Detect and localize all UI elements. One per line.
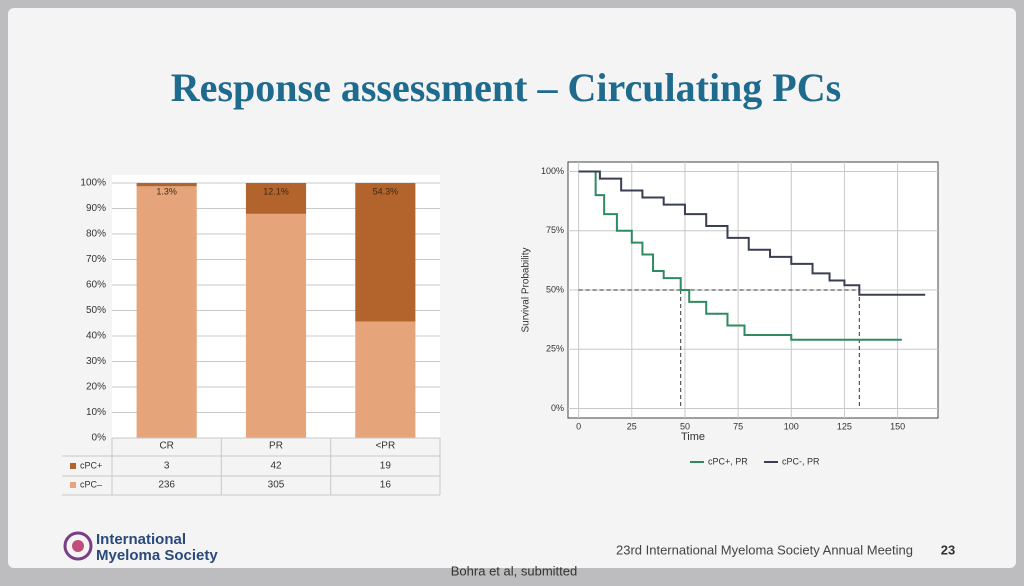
survival-curve: [578, 170, 902, 341]
x-tick-label: 125: [837, 421, 852, 431]
y-tick-label: 40%: [86, 331, 106, 342]
logo-text: International: [96, 531, 186, 548]
table-header: CR: [159, 441, 173, 452]
bar-segment: [245, 183, 307, 214]
data-label: 1.3%: [156, 186, 177, 196]
table-header: <PR: [375, 441, 395, 452]
y-tick-label: 25%: [546, 344, 564, 354]
y-tick-label: 10%: [86, 407, 106, 418]
y-tick-label: 50%: [86, 305, 106, 316]
logo-ring: [63, 531, 93, 561]
y-tick-label: 70%: [86, 254, 106, 265]
table-cell: 3: [164, 461, 170, 472]
legend-label: cPC+, PR: [708, 456, 748, 466]
slide-title: Response assessment – Circulating PCs: [171, 65, 841, 110]
x-tick-label: 75: [733, 421, 743, 431]
x-tick-label: 50: [680, 421, 690, 431]
x-tick-label: 0: [576, 421, 581, 431]
x-tick-label: 100: [784, 421, 799, 431]
bar-segment: [355, 183, 416, 322]
bar-segment: [136, 186, 197, 438]
data-label: 54.3%: [373, 186, 399, 196]
logo: International Myeloma Society: [63, 531, 218, 564]
table-cell: 19: [380, 461, 392, 472]
x-tick-label: 25: [627, 421, 637, 431]
y-tick-label: 50%: [546, 284, 564, 294]
bar-segment: [355, 321, 416, 438]
table-header: PR: [269, 441, 283, 452]
x-tick-label: 150: [890, 421, 905, 431]
y-tick-label: 100%: [541, 166, 564, 176]
bar-segment: [136, 183, 197, 187]
citation: Bohra et al, submitted: [451, 563, 577, 578]
y-tick-label: 80%: [86, 229, 106, 240]
footer-meeting: 23rd International Myeloma Society Annua…: [616, 542, 913, 557]
x-axis-label: Time: [681, 431, 705, 443]
survival-curve: [578, 170, 926, 296]
y-axis-label: Survival Probability: [521, 247, 532, 332]
y-tick-label: 90%: [86, 203, 106, 214]
y-tick-label: 30%: [86, 356, 106, 367]
y-tick-label: 100%: [80, 178, 106, 189]
legend-label: cPC–: [80, 479, 102, 489]
y-tick-label: 20%: [86, 382, 106, 393]
legend-swatch: [70, 463, 76, 469]
table-cell: 42: [270, 461, 282, 472]
y-tick-label: 0%: [92, 433, 107, 444]
logo-text: Myeloma Society: [96, 547, 218, 564]
table-cell: 305: [268, 480, 285, 491]
table-cell: 16: [380, 480, 392, 491]
y-tick-label: 0%: [551, 403, 564, 413]
legend-swatch: [70, 482, 76, 488]
data-label: 12.1%: [263, 186, 289, 196]
table-cell: 236: [158, 480, 175, 491]
bar-segment: [245, 213, 307, 438]
page-number: 23: [941, 542, 955, 557]
logo-dot: [72, 540, 84, 552]
y-tick-label: 60%: [86, 280, 106, 291]
y-tick-label: 75%: [546, 225, 564, 235]
legend-label: cPC-, PR: [782, 456, 820, 466]
legend-label: cPC+: [80, 460, 102, 470]
